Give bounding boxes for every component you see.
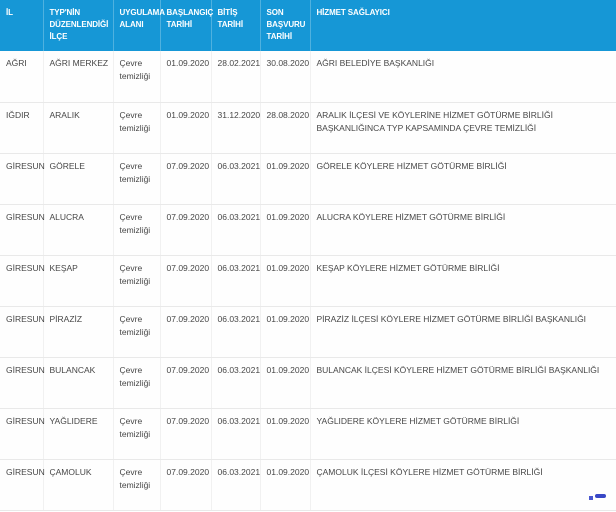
cell-ilce: BULANCAK (43, 357, 114, 409)
table-row: GİRESUN ALUCRA Çevre temizliği 07.09.2020 06… (0, 204, 616, 256)
cell-saglayici: ARALIK İLÇESİ VE KÖYLERİNE HİZMET GÖTÜRM… (310, 102, 616, 154)
cell-alan: Çevre temizliği (113, 255, 161, 307)
cell-bitis: 28.02.2021 (211, 51, 261, 103)
cell-il: GİRESUN (0, 255, 45, 307)
cell-il: GİRESUN (0, 459, 45, 511)
cell-baslangic: 07.09.2020 (160, 204, 212, 256)
cell-ilce: AĞRI MERKEZ (43, 51, 114, 103)
cell-son_basvuru: 01.09.2020 (260, 408, 311, 460)
cell-bitis: 06.03.2021 (211, 459, 261, 511)
cell-son_basvuru: 30.08.2020 (260, 51, 311, 103)
column-header-baslangic: BAŞLANGIÇ TARİHİ (159, 0, 213, 51)
table-row: AĞRI AĞRI MERKEZ Çevre temizliği 01.09.2020… (0, 51, 616, 103)
cell-ilce: ÇAMOLUK (43, 459, 114, 511)
cell-son_basvuru: 01.09.2020 (260, 255, 311, 307)
cell-alan: Çevre temizliği (113, 357, 161, 409)
cell-baslangic: 01.09.2020 (160, 51, 212, 103)
cell-baslangic: 07.09.2020 (160, 408, 212, 460)
cell-son_basvuru: 28.08.2020 (260, 102, 311, 154)
cell-ilce: YAĞLIDERE (43, 408, 114, 460)
column-header-alan: UYGULAMA ALANI (112, 0, 165, 51)
cell-ilce: PİRAZİZ (43, 306, 114, 358)
cell-saglayici: GÖRELE KÖYLERE HİZMET GÖTÜRME BİRLİĞİ (310, 153, 616, 205)
cell-bitis: 06.03.2021 (211, 153, 261, 205)
table-row: GİRESUN BULANCAK Çevre temizliği 07.09.2020… (0, 357, 616, 409)
cell-bitis: 06.03.2021 (211, 306, 261, 358)
cell-ilce: ALUCRA (43, 204, 114, 256)
cell-alan: Çevre temizliği (113, 102, 161, 154)
cell-son_basvuru: 01.09.2020 (260, 357, 311, 409)
cell-baslangic: 01.09.2020 (160, 102, 212, 154)
cell-baslangic: 07.09.2020 (160, 306, 212, 358)
column-header-ilce: TYP'NİN DÜZENLENDİĞİ İLÇE (42, 0, 113, 51)
cell-alan: Çevre temizliği (113, 459, 161, 511)
column-header-il: İL (0, 0, 43, 51)
table-row: GİRESUN KEŞAP Çevre temizliği 07.09.2020 06.… (0, 255, 616, 307)
cell-saglayici: ÇAMOLUK İLÇESİ KÖYLERE HİZMET GÖTÜRME Bİ… (310, 459, 616, 511)
column-header-son_basvuru: SON BAŞVURU TARİHİ (259, 0, 310, 51)
cell-il: GİRESUN (0, 357, 45, 409)
cell-alan: Çevre temizliği (113, 153, 161, 205)
cell-baslangic: 07.09.2020 (160, 255, 212, 307)
cell-il: GİRESUN (0, 204, 45, 256)
cell-ilce: GÖRELE (43, 153, 114, 205)
cell-ilce: ARALIK (43, 102, 114, 154)
table-row: GİRESUN GÖRELE Çevre temizliği 07.09.2020 06… (0, 153, 616, 205)
cell-bitis: 06.03.2021 (211, 204, 261, 256)
cell-alan: Çevre temizliği (113, 306, 161, 358)
mark-square (589, 496, 593, 500)
cell-il: GİRESUN (0, 306, 45, 358)
table-row: GİRESUN YAĞLIDERE Çevre temizliği 07.09.202… (0, 408, 616, 460)
cell-son_basvuru: 01.09.2020 (260, 204, 311, 256)
mark-dash (595, 494, 606, 498)
cell-alan: Çevre temizliği (113, 204, 161, 256)
cell-il: GİRESUN (0, 408, 45, 460)
cell-son_basvuru: 01.09.2020 (260, 459, 311, 511)
cell-saglayici: BULANCAK İLÇESİ KÖYLERE HİZMET GÖTÜRME B… (310, 357, 616, 409)
column-header-bitis: BİTİŞ TARİHİ (210, 0, 260, 51)
cell-son_basvuru: 01.09.2020 (260, 153, 311, 205)
cell-baslangic: 07.09.2020 (160, 153, 212, 205)
header-row: İL TYP'NİN DÜZENLENDİĞİ İLÇE UYGULAMA ALAN… (0, 0, 616, 51)
cell-saglayici: PİRAZİZ İLÇESİ KÖYLERE HİZMET GÖTÜRME Bİ… (310, 306, 616, 358)
cell-son_basvuru: 01.09.2020 (260, 306, 311, 358)
cell-baslangic: 07.09.2020 (160, 357, 212, 409)
cell-bitis: 06.03.2021 (211, 255, 261, 307)
cell-bitis: 31.12.2020 (211, 102, 261, 154)
cell-il: GİRESUN (0, 153, 45, 205)
cell-ilce: KEŞAP (43, 255, 114, 307)
cell-bitis: 06.03.2021 (211, 408, 261, 460)
cell-alan: Çevre temizliği (113, 51, 161, 103)
table-body: AĞRI AĞRI MERKEZ Çevre temizliği 01.09.2020… (0, 51, 616, 511)
table-row: IĞDIR ARALIK Çevre temizliği 01.09.2020 31.1… (0, 102, 616, 154)
cell-saglayici: YAĞLIDERE KÖYLERE HİZMET GÖTÜRME BİRLİĞİ (310, 408, 616, 460)
cell-bitis: 06.03.2021 (211, 357, 261, 409)
table-row: GİRESUN ÇAMOLUK Çevre temizliği 07.09.2020 0… (0, 459, 616, 511)
cell-il: AĞRI (0, 51, 44, 103)
small-blue-mark-icon (589, 493, 607, 501)
column-header-saglayici: HİZMET SAĞLAYICI (309, 0, 616, 51)
cell-baslangic: 07.09.2020 (160, 459, 212, 511)
cell-saglayici: ALUCRA KÖYLERE HİZMET GÖTÜRME BİRLİĞİ (310, 204, 616, 256)
cell-il: IĞDIR (0, 102, 44, 154)
cell-saglayici: AĞRI BELEDİYE BAŞKANLIĞI (310, 51, 616, 103)
table-row: GİRESUN PİRAZİZ Çevre temizliği 07.09.2020 0… (0, 306, 616, 358)
cell-alan: Çevre temizliği (113, 408, 161, 460)
cell-saglayici: KEŞAP KÖYLERE HİZMET GÖTÜRME BİRLİĞİ (310, 255, 616, 307)
